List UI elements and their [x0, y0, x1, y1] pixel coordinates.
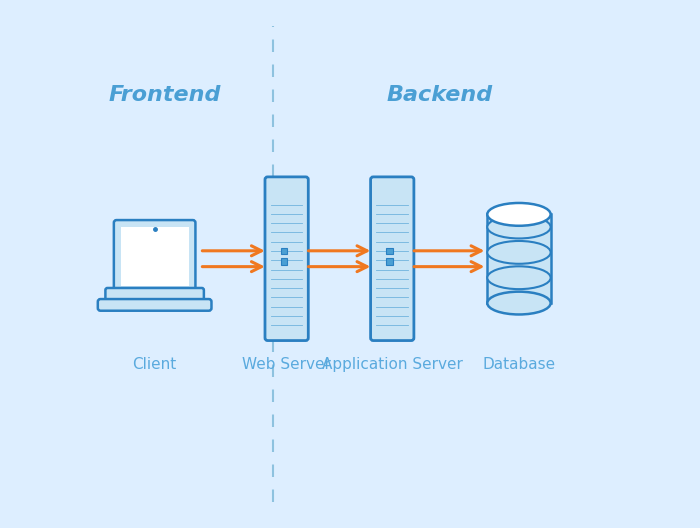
FancyBboxPatch shape [120, 227, 188, 286]
FancyBboxPatch shape [386, 248, 393, 254]
Text: Frontend: Frontend [109, 85, 221, 105]
Ellipse shape [487, 241, 551, 264]
FancyBboxPatch shape [281, 258, 287, 265]
Ellipse shape [487, 215, 551, 239]
FancyBboxPatch shape [98, 299, 211, 310]
FancyBboxPatch shape [386, 258, 393, 265]
Text: Client: Client [132, 357, 177, 372]
Ellipse shape [487, 291, 551, 315]
Ellipse shape [487, 203, 551, 226]
Bar [487, 214, 551, 303]
FancyBboxPatch shape [281, 248, 287, 254]
FancyBboxPatch shape [265, 177, 308, 341]
FancyBboxPatch shape [370, 177, 414, 341]
FancyBboxPatch shape [114, 220, 195, 293]
Text: Backend: Backend [386, 85, 493, 105]
Text: Web Server: Web Server [242, 357, 331, 372]
Text: Application Server: Application Server [322, 357, 463, 372]
Ellipse shape [487, 266, 551, 289]
FancyBboxPatch shape [106, 288, 204, 304]
Text: Database: Database [482, 357, 556, 372]
